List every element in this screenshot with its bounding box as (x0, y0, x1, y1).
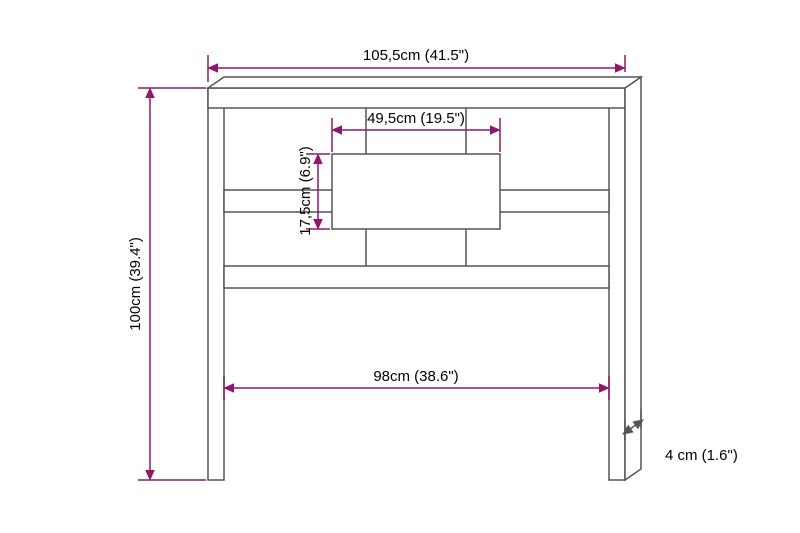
left-post (208, 88, 224, 480)
right-post (609, 88, 625, 480)
dim-depth: 4 cm (1.6") (625, 409, 738, 464)
center-panel (332, 154, 500, 229)
dim-panel-width: 49,5cm (19.5") (332, 110, 500, 152)
dim-inner-width: 98cm (38.6") (224, 368, 609, 400)
dim-panel-height-label: 17,5cm (6.9") (297, 146, 314, 236)
depth-top-face (208, 77, 641, 88)
dim-depth-label: 4 cm (1.6") (665, 447, 738, 464)
dim-panel-width-label: 49,5cm (19.5") (367, 110, 465, 127)
dim-height-left: 100cm (39.4") (127, 88, 206, 480)
dim-inner-width-label: 98cm (38.6") (373, 368, 458, 385)
product-outline (208, 77, 641, 480)
slat-2 (224, 266, 609, 288)
dim-height-left-label: 100cm (39.4") (127, 237, 144, 331)
top-rail (208, 88, 625, 108)
diagram-canvas: 105,5cm (41.5") 49,5cm (19.5") 17,5cm (6… (0, 0, 800, 533)
dim-width-top-label: 105,5cm (41.5") (363, 47, 469, 64)
depth-face (625, 77, 641, 480)
